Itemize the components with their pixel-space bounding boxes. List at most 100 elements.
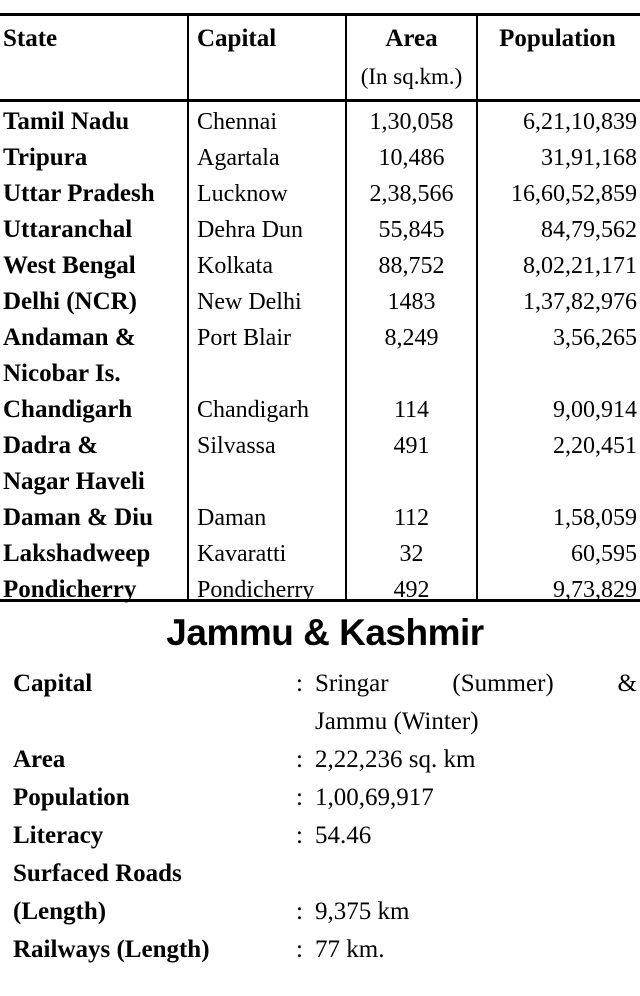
table-cell-blank xyxy=(478,464,637,500)
fact-separator: : xyxy=(296,822,303,849)
fact-separator: : xyxy=(296,670,303,697)
header-cell-population: Population xyxy=(478,16,640,99)
table-cell: Port Blair xyxy=(197,325,291,351)
table-cell-blank xyxy=(197,356,345,392)
body-column-divider-3 xyxy=(476,102,478,602)
table-cell: 8,02,21,171 xyxy=(523,253,637,279)
column-divider-1 xyxy=(187,16,189,99)
fact-value-continued: Jammu (Winter) xyxy=(315,708,479,735)
table-cell-blank xyxy=(197,464,345,500)
table-cell: Pondicherry xyxy=(3,576,137,603)
table-cell: Dehra Dun xyxy=(197,217,303,243)
table-cell: 1,37,82,976 xyxy=(523,289,637,315)
table-cell: 10,486 xyxy=(378,145,445,171)
table-cell: Chandigarh xyxy=(197,397,309,423)
table-cell: Tripura xyxy=(3,144,88,171)
table-cell: 16,60,52,859 xyxy=(511,181,637,207)
jammu-kashmir-fact-row: Literacy:54.46 xyxy=(0,817,640,855)
column-population: 6,21,10,839 31,91,168 16,60,52,859 84,79,56… xyxy=(478,102,640,603)
column-state: Tamil Nadu Tripura Uttar Pradesh Uttarancha… xyxy=(0,102,187,603)
header-cell-capital: Capital xyxy=(189,16,345,99)
table-cell-blank xyxy=(347,356,476,392)
header-cell-area: Area (In sq.km.) xyxy=(347,16,476,99)
fact-label: Surfaced Roads xyxy=(13,860,182,887)
header-label-capital: Capital xyxy=(197,25,277,52)
table-cell: Uttaranchal xyxy=(3,216,133,243)
table-cell: 32 xyxy=(399,541,424,567)
body-column-divider-2 xyxy=(345,102,347,602)
header-cell-state: State xyxy=(0,16,187,99)
table-cell: 2,20,451 xyxy=(553,433,637,459)
table-cell: Lakshadweep xyxy=(3,540,151,567)
table-cell: 1,30,058 xyxy=(369,109,454,135)
table-cell: 6,21,10,839 xyxy=(523,109,637,135)
capital-lines: Chennai Agartala Lucknow Dehra Dun Kolkata Ne… xyxy=(197,104,345,608)
table-cell: 3,56,265 xyxy=(553,325,637,351)
table-cell-blank xyxy=(347,464,476,500)
table-cell: West Bengal xyxy=(3,252,136,279)
jammu-kashmir-title: Jammu & Kashmir xyxy=(166,612,484,653)
table-cell: Kavaratti xyxy=(197,541,287,567)
table-cell: Lucknow xyxy=(197,181,288,207)
table-cell: Tamil Nadu xyxy=(3,108,130,135)
table-cell: 84,79,562 xyxy=(541,217,637,243)
table-header-row: State Capital Area (In sq.km.) Populatio… xyxy=(0,16,640,102)
fact-value: 77 km. xyxy=(315,936,385,963)
table-cell: 492 xyxy=(393,577,430,603)
table-cell: 9,00,914 xyxy=(553,397,637,423)
fact-label: Literacy xyxy=(13,822,104,849)
fact-label: Population xyxy=(13,784,130,811)
jammu-kashmir-fact-row: Population:1,00,69,917 xyxy=(0,779,640,817)
table-cell: Agartala xyxy=(197,145,280,171)
body-column-divider-1 xyxy=(187,102,189,602)
jammu-kashmir-fact-row: Surfaced Roads xyxy=(0,855,640,893)
table-cell: 2,38,566 xyxy=(369,181,454,207)
table-cell: 1,58,059 xyxy=(553,505,637,531)
table-cell-blank xyxy=(478,356,637,392)
table-cell: 8,249 xyxy=(384,325,439,351)
table-cell: Dadra & xyxy=(3,432,99,459)
table-cell: 114 xyxy=(393,397,430,423)
table-cell: 55,845 xyxy=(378,217,445,243)
table-cell: 112 xyxy=(393,505,430,531)
column-area: 1,30,058 10,486 2,38,566 55,845 88,752 1483 8,… xyxy=(347,102,476,603)
table-cell: Uttar Pradesh xyxy=(3,180,155,207)
table-cell: Chennai xyxy=(197,109,277,135)
state-lines: Tamil Nadu Tripura Uttar Pradesh Uttarancha… xyxy=(3,104,187,608)
states-table: State Capital Area (In sq.km.) Populatio… xyxy=(0,13,640,603)
fact-value: 1,00,69,917 xyxy=(315,784,434,811)
table-cell: 9,73,829 xyxy=(553,577,637,603)
column-divider-3 xyxy=(476,16,478,99)
population-lines: 6,21,10,839 31,91,168 16,60,52,859 84,79,56… xyxy=(478,104,637,608)
table-cell: Nagar Haveli xyxy=(3,468,145,495)
table-cell: 60,595 xyxy=(571,541,637,567)
table-cell: Nicobar Is. xyxy=(3,360,121,387)
table-cell: Pondicherry xyxy=(197,577,315,603)
header-label-population: Population xyxy=(499,25,616,52)
fact-label: Capital xyxy=(13,670,93,697)
header-sublabel-area-units: (In sq.km.) xyxy=(360,64,463,89)
jammu-kashmir-fact-row: Area:2,22,236 sq. km xyxy=(0,741,640,779)
column-capital: Chennai Agartala Lucknow Dehra Dun Kolkata Ne… xyxy=(189,102,345,603)
jammu-kashmir-section: Jammu & Kashmir Capital: Sringar (Summer)… xyxy=(0,610,640,969)
table-cell: Silvassa xyxy=(197,433,276,459)
jammu-kashmir-fact-row-continued: Jammu (Winter) xyxy=(0,703,640,741)
table-cell: 491 xyxy=(393,433,430,459)
table-cell: New Delhi xyxy=(197,289,302,315)
fact-label: Railways (Length) xyxy=(13,936,210,963)
header-label-area: Area xyxy=(385,25,438,52)
fact-value: Sringar (Summer) & xyxy=(315,670,637,697)
jammu-kashmir-fact-row: Railways (Length):77 km. xyxy=(0,931,640,969)
jammu-kashmir-fact-row: Capital: Sringar (Summer) & xyxy=(0,665,640,703)
area-lines: 1,30,058 10,486 2,38,566 55,845 88,752 1483 8,… xyxy=(347,104,476,608)
jammu-kashmir-fact-row: (Length):9,375 km xyxy=(0,893,640,931)
header-label-state: State xyxy=(3,25,58,52)
table-cell: Chandigarh xyxy=(3,396,133,423)
fact-separator: : xyxy=(296,898,303,925)
fact-value: 2,22,236 sq. km xyxy=(315,746,476,773)
table-cell: Andaman & xyxy=(3,324,136,351)
table-body: Tamil Nadu Tripura Uttar Pradesh Uttarancha… xyxy=(0,102,640,603)
fact-label: Area xyxy=(13,746,66,773)
fact-value: 9,375 km xyxy=(315,898,410,925)
